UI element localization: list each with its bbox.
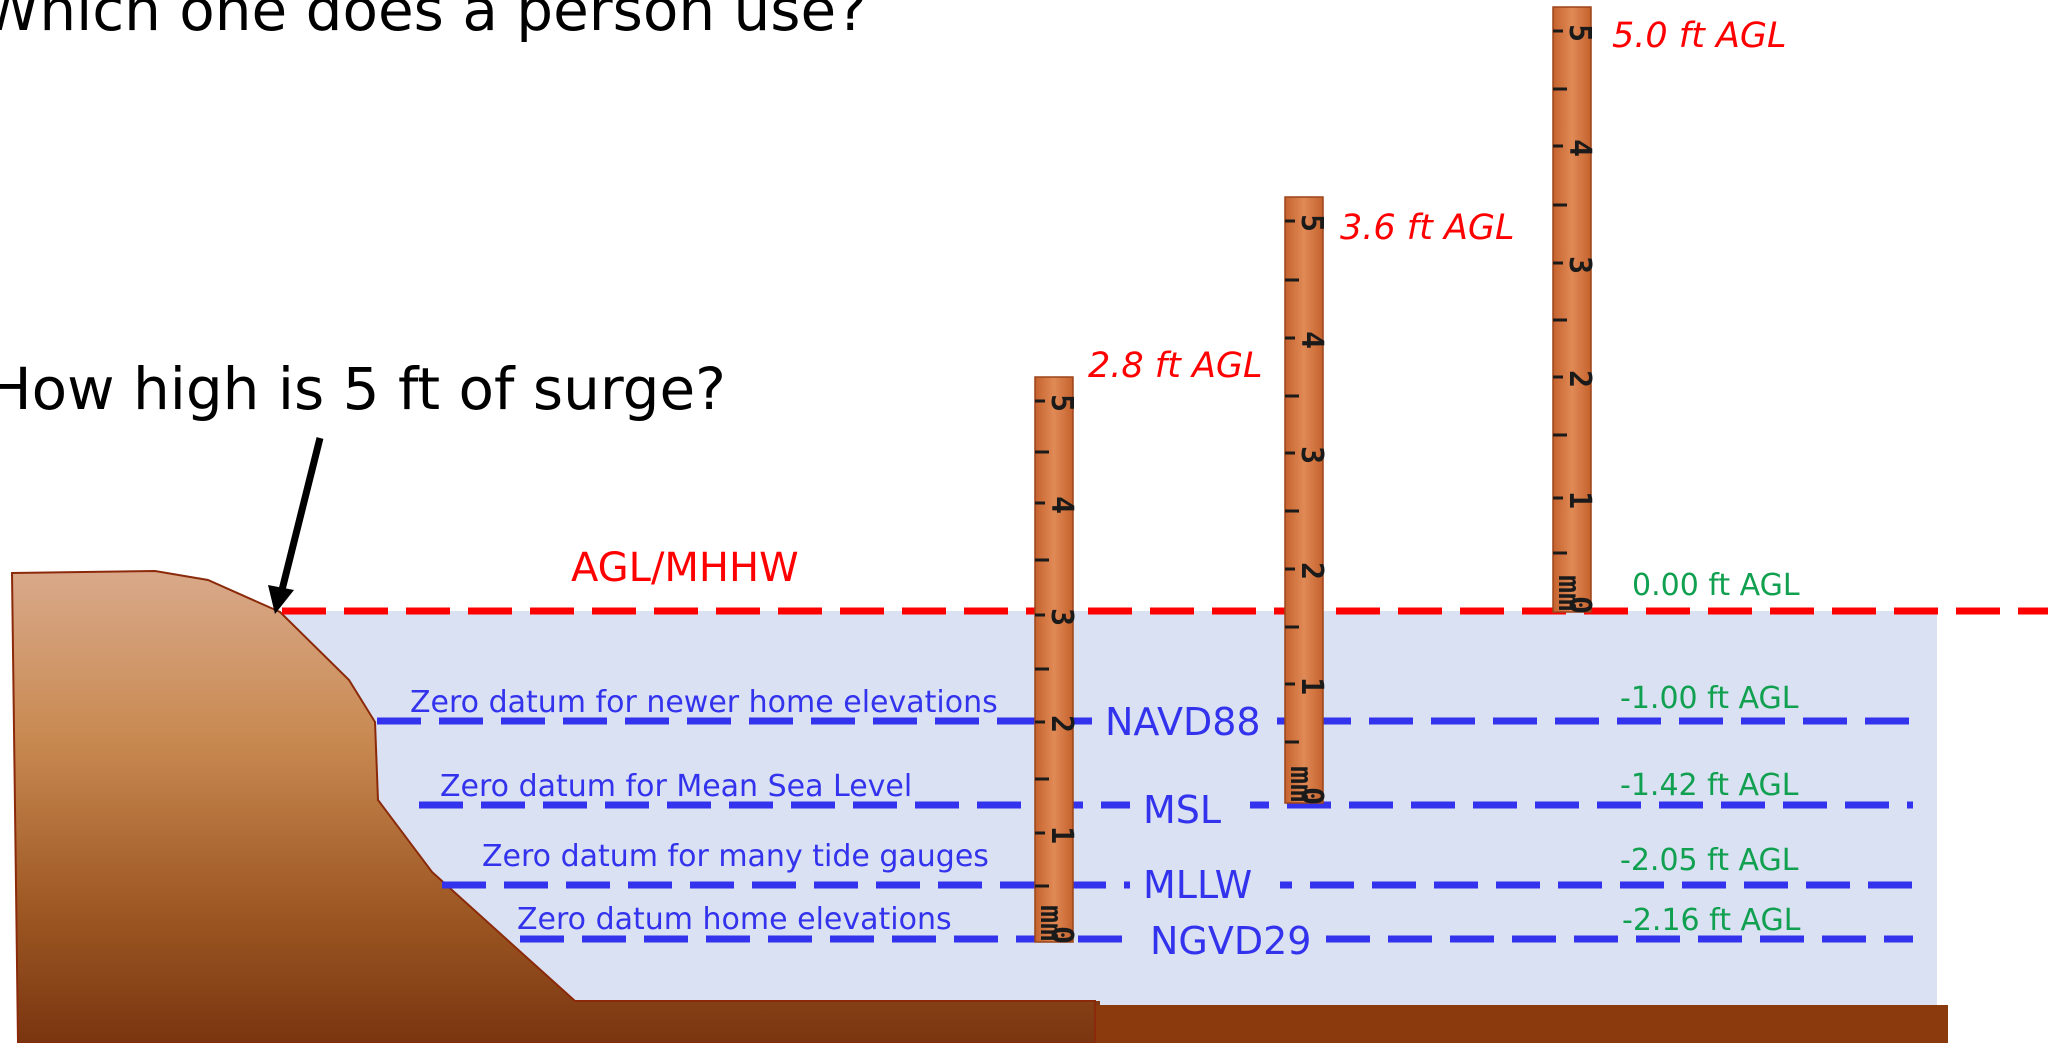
ruler-2-tick-2: 2 xyxy=(1294,562,1329,580)
ruler-2-tick-4: 4 xyxy=(1294,331,1329,349)
ruler-3-tick-3: 3 xyxy=(1562,256,1597,274)
ruler-2-tick-1: 1 xyxy=(1294,677,1329,695)
ruler-1-tick-3: 3 xyxy=(1044,608,1079,626)
navd88-description: Zero datum for newer home elevations xyxy=(410,685,998,720)
mllw-value: -2.05 ft AGL xyxy=(1620,843,1799,878)
ruler-1: 5 4 3 2 1 0 mm xyxy=(1033,376,1079,944)
ngvd29-value: -2.16 ft AGL xyxy=(1622,903,1801,938)
pointer-arrow-head xyxy=(268,585,294,614)
msl-name: MSL xyxy=(1143,788,1221,832)
ruler-2-tick-3: 3 xyxy=(1294,446,1329,464)
mllw-name: MLLW xyxy=(1143,863,1252,907)
agl-mhhw-label: AGL/MHHW xyxy=(571,545,799,591)
ruler-3: 5 4 3 2 1 0 mm xyxy=(1551,6,1597,614)
ruler-1-tick-0: 0 xyxy=(1044,926,1079,944)
ngvd29-label-bg xyxy=(1140,917,1315,965)
ruler-3-tick-0: 0 xyxy=(1562,596,1597,614)
ruler-2-unit: mm xyxy=(1283,766,1318,802)
ruler-3-tick-1: 1 xyxy=(1562,491,1597,509)
ruler-1-tick-5: 5 xyxy=(1044,394,1079,412)
msl-description: Zero datum for Mean Sea Level xyxy=(440,769,912,804)
ngvd29-name: NGVD29 xyxy=(1150,919,1311,963)
navd88-value: -1.00 ft AGL xyxy=(1620,681,1799,716)
shore-hill xyxy=(10,569,1096,1043)
ruler-1-tick-4: 4 xyxy=(1044,496,1079,514)
ruler-1-tick-1: 1 xyxy=(1044,826,1079,844)
ruler-1-unit: mm xyxy=(1033,905,1068,941)
ruler-2: 5 4 3 2 1 0 mm xyxy=(1283,196,1329,805)
ngvd29-description: Zero datum home elevations xyxy=(517,902,952,937)
pointer-arrow-line xyxy=(278,437,324,591)
ruler-3-label: 5.0 ft AGL xyxy=(1612,16,1787,56)
msl-value: -1.42 ft AGL xyxy=(1620,768,1799,803)
ruler-2-label: 3.6 ft AGL xyxy=(1340,208,1515,248)
ruler-1-tick-2: 2 xyxy=(1044,715,1079,733)
mllw-description: Zero datum for many tide gauges xyxy=(482,839,989,874)
agl-zero-value: 0.00 ft AGL xyxy=(1632,568,1800,603)
navd88-name: NAVD88 xyxy=(1105,700,1261,744)
ruler-2-tick-0: 0 xyxy=(1294,787,1329,805)
ruler-3-tick-5: 5 xyxy=(1562,24,1597,42)
ruler-3-tick-4: 4 xyxy=(1562,139,1597,157)
msl-label-bg xyxy=(1130,782,1250,832)
ruler-2-tick-5: 5 xyxy=(1294,214,1329,232)
page-title: Which one does a person use? xyxy=(0,0,867,44)
ruler-1-label: 2.8 ft AGL xyxy=(1088,346,1263,386)
seabed-right xyxy=(1095,1005,1948,1043)
navd88-label-bg xyxy=(1092,697,1277,745)
mllw-label-bg xyxy=(1130,860,1280,910)
water-body xyxy=(282,611,1937,1007)
ruler-3-unit: mm xyxy=(1551,575,1586,611)
ruler-3-tick-2: 2 xyxy=(1562,370,1597,388)
surge-question: How high is 5 ft of surge? xyxy=(0,355,726,423)
